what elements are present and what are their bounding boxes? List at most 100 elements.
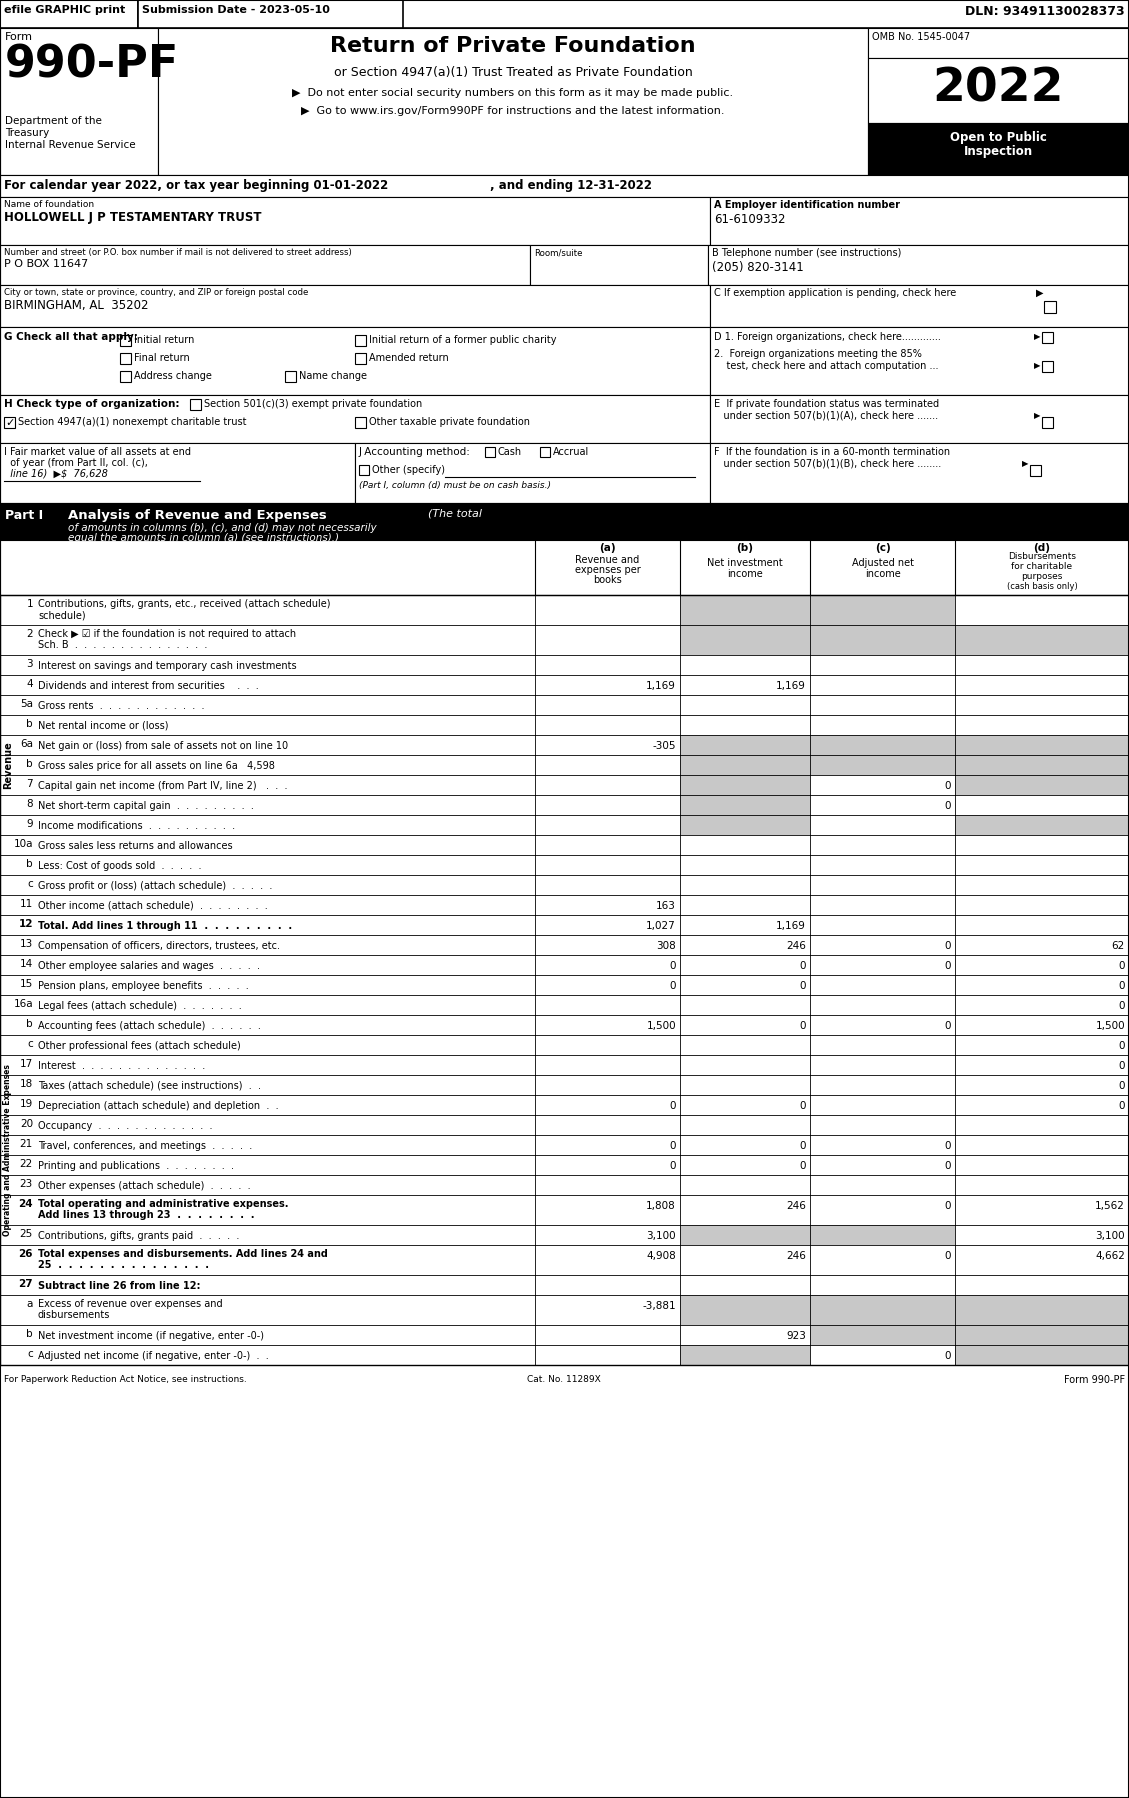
Text: 0: 0 [1119,1061,1124,1072]
Text: Form 990-PF: Form 990-PF [1064,1375,1124,1384]
Text: 0: 0 [669,1142,676,1151]
Text: 3,100: 3,100 [647,1232,676,1241]
Text: Total expenses and disbursements. Add lines 24 and: Total expenses and disbursements. Add li… [38,1250,327,1259]
Text: 0: 0 [799,960,806,971]
Text: 0: 0 [669,1100,676,1111]
Bar [868,58,1129,122]
Text: Net investment income (if negative, enter -0-): Net investment income (if negative, ente… [38,1331,264,1341]
Text: Form: Form [5,32,33,41]
Text: 18: 18 [19,1079,33,1090]
Bar [158,29,868,174]
Text: Printing and publications  .  .  .  .  .  .  .  .: Printing and publications . . . . . . . … [38,1162,234,1170]
Bar [809,1224,955,1244]
Text: 1,500: 1,500 [647,1021,676,1030]
Text: of year (from Part II, col. (c),: of year (from Part II, col. (c), [5,458,148,467]
Text: 22: 22 [19,1160,33,1169]
Text: schedule): schedule) [38,610,86,620]
Text: F  If the foundation is in a 60-month termination: F If the foundation is in a 60-month ter… [714,448,951,457]
Text: -305: -305 [653,741,676,752]
Text: Add lines 13 through 23  .  .  .  .  .  .  .  .: Add lines 13 through 23 . . . . . . . . [38,1210,254,1221]
Bar [868,122,1129,174]
Text: Submission Date - 2023-05-10: Submission Date - 2023-05-10 [142,5,330,14]
Text: income: income [865,568,900,579]
Bar [120,352,131,363]
Text: HOLLOWELL J P TESTAMENTARY TRUST: HOLLOWELL J P TESTAMENTARY TRUST [5,210,262,225]
Text: J Accounting method:: J Accounting method: [359,448,471,457]
Text: (Part I, column (d) must be on cash basis.): (Part I, column (d) must be on cash basi… [359,482,551,491]
Text: Check ▶ ☑ if the foundation is not required to attach: Check ▶ ☑ if the foundation is not requi… [38,629,296,638]
Text: Contributions, gifts, grants paid  .  .  .  .  .: Contributions, gifts, grants paid . . . … [38,1232,239,1241]
Text: 20: 20 [20,1118,33,1129]
Bar [680,735,809,755]
Text: 0: 0 [799,1162,806,1170]
Text: 1,169: 1,169 [776,921,806,931]
Bar [809,1325,955,1345]
Text: Operating and Administrative Expenses: Operating and Administrative Expenses [3,1064,12,1235]
Text: C If exemption application is pending, check here: C If exemption application is pending, c… [714,288,956,298]
Bar [0,29,158,174]
Text: Number and street (or P.O. box number if mail is not delivered to street address: Number and street (or P.O. box number if… [5,248,352,257]
Text: ▶  Go to www.irs.gov/Form990PF for instructions and the latest information.: ▶ Go to www.irs.gov/Form990PF for instru… [301,106,725,117]
Text: ▶: ▶ [1034,333,1041,342]
Text: 2: 2 [26,629,33,638]
Text: Other income (attach schedule)  .  .  .  .  .  .  .  .: Other income (attach schedule) . . . . .… [38,901,268,912]
Text: D 1. Foreign organizations, check here.............: D 1. Foreign organizations, check here..… [714,333,940,342]
Text: Gross profit or (loss) (attach schedule)  .  .  .  .  .: Gross profit or (loss) (attach schedule)… [38,881,272,892]
Text: Net rental income or (loss): Net rental income or (loss) [38,721,168,732]
Text: Other expenses (attach schedule)  .  .  .  .  .: Other expenses (attach schedule) . . . .… [38,1181,251,1190]
Text: 0: 0 [945,800,951,811]
Text: Return of Private Foundation: Return of Private Foundation [330,36,695,56]
Text: E  If private foundation status was terminated: E If private foundation status was termi… [714,399,939,408]
Text: purposes: purposes [1022,572,1062,581]
Text: 23: 23 [19,1179,33,1188]
Text: 2022: 2022 [933,67,1064,111]
Bar [0,442,355,503]
Text: 2.  Foreign organizations meeting the 85%: 2. Foreign organizations meeting the 85% [714,349,922,360]
Text: Excess of revenue over expenses and: Excess of revenue over expenses and [38,1298,222,1309]
Bar [708,245,1129,286]
Text: 990-PF: 990-PF [5,43,180,86]
Text: 0: 0 [1119,960,1124,971]
Text: ▶  Do not enter social security numbers on this form as it may be made public.: ▶ Do not enter social security numbers o… [292,88,734,99]
Text: 0: 0 [799,1142,806,1151]
Text: G Check all that apply:: G Check all that apply: [5,333,138,342]
Bar [355,352,366,363]
Text: OMB No. 1545-0047: OMB No. 1545-0047 [872,32,970,41]
Text: disbursements: disbursements [38,1311,111,1320]
Text: Internal Revenue Service: Internal Revenue Service [5,140,135,149]
Bar [120,370,131,381]
Text: Name of foundation: Name of foundation [5,200,94,209]
Bar [0,503,1129,539]
Text: b: b [26,859,33,868]
Text: b: b [26,719,33,728]
Text: 1: 1 [26,599,33,610]
Bar [955,735,1129,755]
Text: 16a: 16a [14,1000,33,1009]
Bar [710,286,1129,327]
Bar [710,396,1129,442]
Bar [809,1295,955,1325]
Bar [680,1295,809,1325]
Bar [5,417,15,428]
Text: ✓: ✓ [5,417,15,428]
Bar [955,1345,1129,1365]
Bar [868,29,1129,58]
Text: Initial return of a former public charity: Initial return of a former public charit… [369,334,557,345]
Text: income: income [727,568,763,579]
Text: Less: Cost of goods sold  .  .  .  .  .: Less: Cost of goods sold . . . . . [38,861,201,870]
Text: 0: 0 [945,780,951,791]
Text: , and ending 12-31-2022: , and ending 12-31-2022 [490,180,653,192]
Text: b: b [26,1329,33,1340]
Bar [809,735,955,755]
Bar [680,626,809,654]
Text: 163: 163 [656,901,676,912]
Text: 4: 4 [26,680,33,689]
Text: Net investment: Net investment [707,557,782,568]
Text: Accounting fees (attach schedule)  .  .  .  .  .  .: Accounting fees (attach schedule) . . . … [38,1021,261,1030]
Text: 0: 0 [1119,1041,1124,1052]
Text: 15: 15 [19,978,33,989]
Text: Occupancy  .  .  .  .  .  .  .  .  .  .  .  .  .: Occupancy . . . . . . . . . . . . . [38,1120,212,1131]
Text: Other taxable private foundation: Other taxable private foundation [369,417,530,426]
Text: For Paperwork Reduction Act Notice, see instructions.: For Paperwork Reduction Act Notice, see … [5,1375,247,1384]
Text: 21: 21 [19,1138,33,1149]
